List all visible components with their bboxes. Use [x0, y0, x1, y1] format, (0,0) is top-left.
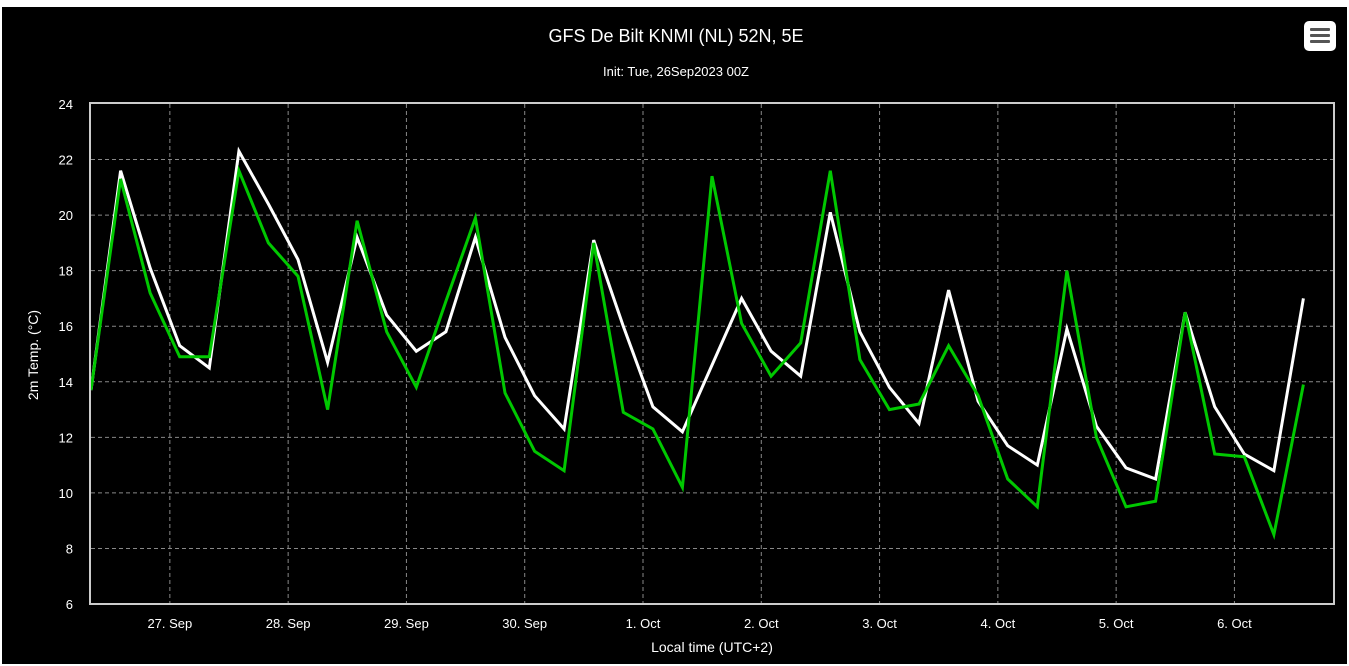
x-axis-ticks: 27. Sep 28. Sep 29. Sep 30. Sep 1. Oct 2. Oct… [147, 616, 1252, 631]
series-line-green [89, 165, 1305, 541]
chart-title: GFS De Bilt KNMI (NL) 52N, 5E [548, 26, 803, 46]
y-tick-label: 6 [66, 597, 73, 612]
y-tick-label: 16 [59, 319, 73, 334]
x-tick-label: 30. Sep [502, 616, 547, 631]
x-tick-label: 27. Sep [147, 616, 192, 631]
y-tick-label: 8 [66, 541, 73, 556]
hamburger-menu-icon-bar [1310, 34, 1330, 37]
x-tick-label: 3. Oct [862, 616, 897, 631]
chart-menu-button[interactable] [1304, 21, 1336, 51]
x-tick-label: 4. Oct [981, 616, 1016, 631]
y-tick-label: 18 [59, 264, 73, 279]
y-tick-label: 20 [59, 208, 73, 223]
x-tick-label: 6. Oct [1217, 616, 1252, 631]
y-tick-label: 24 [59, 97, 73, 112]
x-tick-label: 2. Oct [744, 616, 779, 631]
series-line-white [89, 146, 1305, 482]
series-layer [89, 146, 1305, 541]
y-tick-label: 14 [59, 375, 73, 390]
plot-frame [89, 102, 1335, 605]
y-axis-ticks: 6 8 10 12 14 16 18 20 22 24 [59, 97, 73, 612]
x-tick-label: 28. Sep [266, 616, 311, 631]
chart-svg: GFS De Bilt KNMI (NL) 52N, 5E Init: Tue,… [25, 26, 1335, 655]
hamburger-menu-icon [1310, 28, 1330, 31]
chart-container: GFS De Bilt KNMI (NL) 52N, 5E Init: Tue,… [0, 5, 1349, 666]
hamburger-menu-icon-bar [1310, 40, 1330, 43]
y-tick-label: 12 [59, 430, 73, 445]
chart-subtitle: Init: Tue, 26Sep2023 00Z [603, 64, 749, 79]
y-axis-label: 2m Temp. (°C) [25, 310, 41, 400]
grid-layer [91, 104, 1333, 604]
y-tick-label: 22 [59, 153, 73, 168]
x-axis-label: Local time (UTC+2) [651, 639, 773, 655]
x-tick-label: 29. Sep [384, 616, 429, 631]
x-tick-label: 5. Oct [1099, 616, 1134, 631]
y-tick-label: 10 [59, 486, 73, 501]
x-tick-label: 1. Oct [626, 616, 661, 631]
